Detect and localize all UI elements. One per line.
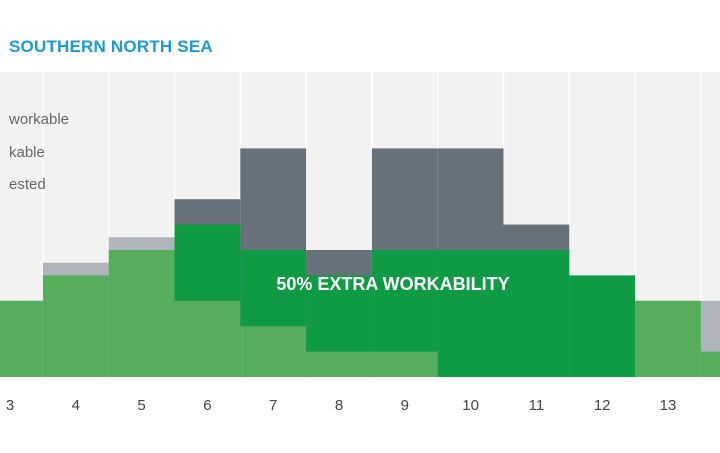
legend: workable kable ested [8, 111, 69, 193]
legend-label-kable: kable [9, 144, 45, 161]
series-block [0, 300, 43, 377]
annotation-extra-workability: 50% EXTRA WORKABILITY [276, 274, 509, 294]
x-tick-label: 6 [203, 397, 211, 414]
series-block [371, 351, 438, 377]
x-tick-label: 11 [529, 397, 545, 414]
x-tick-label: 10 [462, 397, 479, 414]
series-block [240, 326, 307, 377]
series-block [635, 300, 701, 377]
legend-label-ested: ested [9, 176, 46, 193]
series-block [42, 275, 109, 377]
series-block [503, 250, 570, 377]
x-tick-label: 4 [72, 397, 80, 414]
chart-title: SOUTHERN NORTH SEA [9, 37, 213, 56]
x-tick-label: 9 [401, 397, 409, 414]
x-tick-label: 3 [6, 397, 14, 414]
series-blocks [0, 148, 720, 377]
series-block [174, 300, 241, 377]
x-axis-ticks: 3 4 5 6 7 8 9 10 11 12 13 [6, 397, 677, 414]
legend-label-workable: workable [8, 111, 69, 128]
x-tick-label: 13 [660, 397, 677, 414]
series-block [569, 275, 636, 377]
x-tick-label: 5 [137, 397, 145, 414]
x-tick-label: 7 [269, 397, 277, 414]
series-block [437, 250, 504, 377]
x-tick-label: 12 [594, 397, 611, 414]
x-tick-label: 8 [335, 397, 343, 414]
series-block [108, 250, 175, 377]
series-block [306, 351, 372, 377]
series-block [700, 351, 720, 377]
